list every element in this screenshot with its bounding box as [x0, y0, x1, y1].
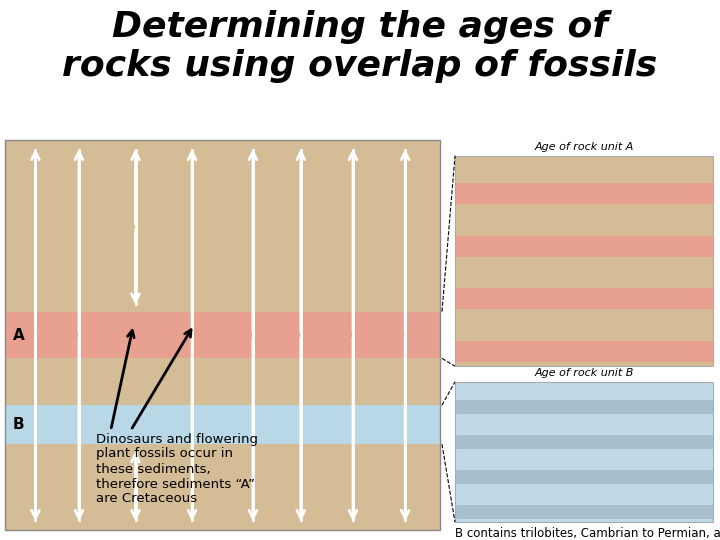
Bar	[455, 382, 713, 522]
Bar	[5, 405, 440, 444]
Bar	[455, 505, 713, 519]
Text: B: B	[13, 417, 24, 432]
Bar	[455, 183, 713, 204]
Bar	[455, 156, 713, 366]
Text: Age of rock unit B: Age of rock unit B	[534, 368, 634, 378]
Bar	[455, 341, 713, 362]
Bar	[5, 140, 440, 530]
Text: Age of rock unit A: Age of rock unit A	[534, 141, 634, 152]
Bar	[455, 470, 713, 484]
Bar	[5, 140, 440, 530]
Bar	[455, 400, 713, 414]
Bar	[455, 288, 713, 309]
Bar	[455, 235, 713, 256]
Bar	[455, 382, 713, 522]
Text: Dinosaurs and flowering
plant fossils occur in
these sediments,
therefore sedime: Dinosaurs and flowering plant fossils oc…	[96, 433, 258, 505]
Bar	[455, 156, 713, 366]
Text: Determining the ages of
rocks using overlap of fossils: Determining the ages of rocks using over…	[63, 10, 657, 83]
Text: A: A	[13, 327, 24, 342]
Bar	[455, 435, 713, 449]
Bar	[5, 312, 440, 359]
Text: B contains trilobites, Cambrian to Permian, and
Ginkgo leaves, Permian to Recent: B contains trilobites, Cambrian to Permi…	[455, 527, 720, 540]
